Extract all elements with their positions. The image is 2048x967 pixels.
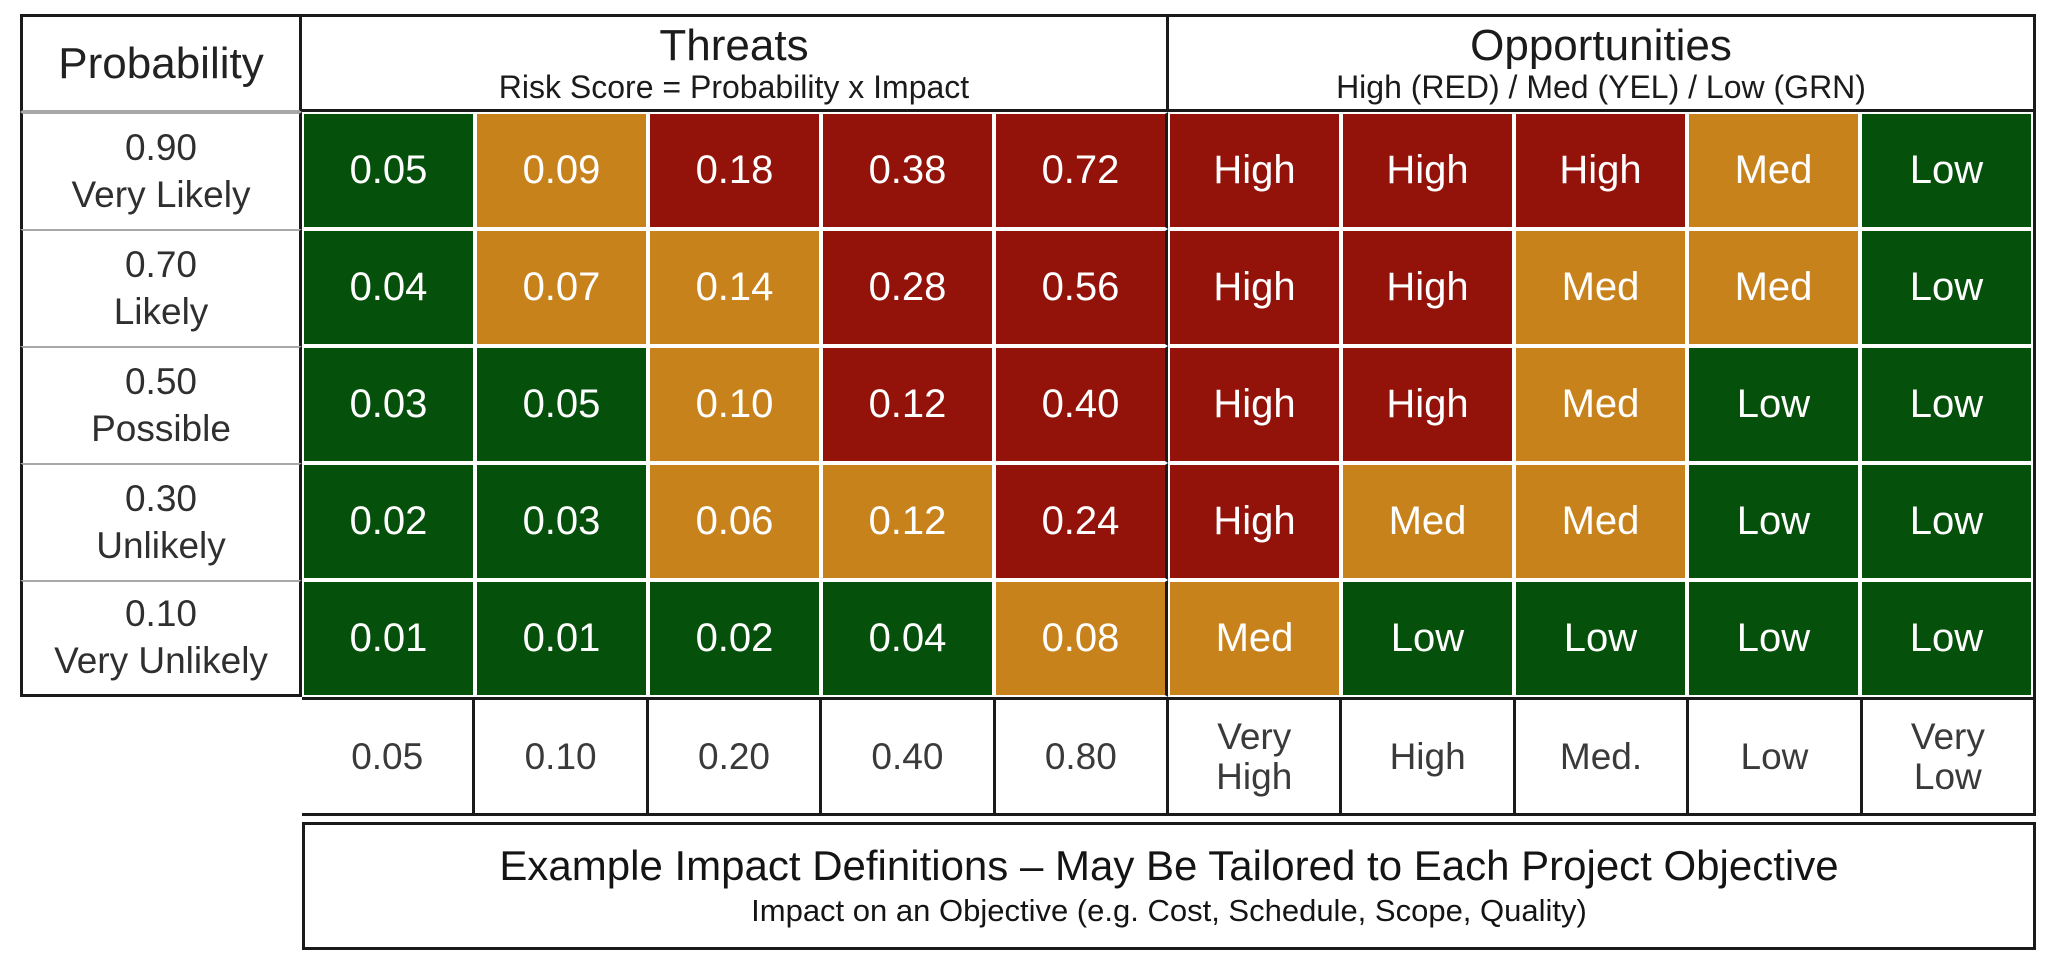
threat-cell: 0.01 xyxy=(475,580,648,697)
impact-label-cell: Med. xyxy=(1515,697,1690,816)
probability-header-cell: Probability xyxy=(20,14,302,112)
threat-cell: 0.02 xyxy=(302,463,475,580)
opportunity-cell: Med xyxy=(1687,229,1860,346)
impact-value-cell: 0.10 xyxy=(475,697,649,816)
threat-cell: 0.10 xyxy=(648,346,821,463)
impact-value-cell: 0.80 xyxy=(995,697,1170,816)
impact-definitions-note: Example Impact Definitions – May Be Tail… xyxy=(302,822,2036,950)
probability-row-label: 0.90 Very Likely xyxy=(20,112,302,229)
matrix-header-row: Probability Threats Risk Score = Probabi… xyxy=(20,14,2036,112)
matrix-row: 0.30 Unlikely 0.02 0.03 0.06 0.12 0.24 High Med M… xyxy=(20,463,2036,580)
probability-name: Likely xyxy=(113,290,209,332)
probability-value: 0.50 xyxy=(124,360,197,402)
opportunity-cell: High xyxy=(1341,346,1514,463)
threat-cell: 0.01 xyxy=(302,580,475,697)
threats-subtitle: Risk Score = Probability x Impact xyxy=(498,69,970,106)
threats-header-cell: Threats Risk Score = Probability x Impac… xyxy=(302,14,1169,112)
threat-cell: 0.40 xyxy=(994,346,1168,463)
opportunities-subtitle: High (RED) / Med (YEL) / Low (GRN) xyxy=(1336,69,1866,106)
matrix-row: 0.70 Likely 0.04 0.07 0.14 0.28 0.56 High High Me… xyxy=(20,229,2036,346)
threat-cell: 0.04 xyxy=(821,580,994,697)
opportunity-cell: High xyxy=(1168,229,1341,346)
threats-title: Threats xyxy=(659,20,809,70)
threat-cell: 0.05 xyxy=(475,346,648,463)
probability-value: 0.10 xyxy=(124,593,197,635)
impact-label-cell: High xyxy=(1342,697,1516,816)
opportunity-cell: Low xyxy=(1687,463,1860,580)
probability-impact-matrix: Probability Threats Risk Score = Probabi… xyxy=(20,14,2037,950)
threat-cell: 0.38 xyxy=(821,112,994,229)
opportunity-cell: Med xyxy=(1341,463,1514,580)
impact-label-cell: Low xyxy=(1689,697,1863,816)
opportunity-cell: High xyxy=(1341,112,1514,229)
matrix-body: 0.90 Very Likely 0.05 0.09 0.18 0.38 0.72 High H… xyxy=(20,112,2036,697)
probability-value: 0.30 xyxy=(124,477,197,519)
probability-row-label: 0.50 Possible xyxy=(20,346,302,463)
threat-cell: 0.72 xyxy=(994,112,1168,229)
probability-row-label: 0.70 Likely xyxy=(20,229,302,346)
threat-cell: 0.05 xyxy=(302,112,475,229)
opportunity-cell: Low xyxy=(1341,580,1514,697)
threat-cell: 0.07 xyxy=(475,229,648,346)
opportunity-cell: High xyxy=(1341,229,1514,346)
probability-row-label: 0.10 Very Unlikely xyxy=(20,580,302,697)
opportunity-cell: Low xyxy=(1687,346,1860,463)
impact-label-cell: Very High xyxy=(1169,697,1343,816)
threat-cell: 0.03 xyxy=(302,346,475,463)
opportunity-cell: High xyxy=(1168,112,1341,229)
threat-cell: 0.56 xyxy=(994,229,1168,346)
opportunity-cell: Low xyxy=(1860,229,2033,346)
opportunity-cell: High xyxy=(1168,346,1341,463)
threat-cell: 0.06 xyxy=(648,463,821,580)
opportunity-cell: Low xyxy=(1860,112,2033,229)
impact-scale-row: 0.05 0.10 0.20 0.40 0.80 Very High High Med. Low… xyxy=(20,697,2037,816)
impact-definitions-title: Example Impact Definitions – May Be Tail… xyxy=(499,842,1839,890)
footer-row-spacer xyxy=(20,816,302,950)
threat-cell: 0.18 xyxy=(648,112,821,229)
impact-value-cell: 0.05 xyxy=(302,697,476,816)
impact-value-cell: 0.40 xyxy=(822,697,996,816)
threat-cell: 0.12 xyxy=(821,346,994,463)
footer-row: Example Impact Definitions – May Be Tail… xyxy=(20,816,2036,950)
opportunity-cell: Low xyxy=(1860,580,2033,697)
opportunity-cell: Med xyxy=(1514,229,1687,346)
opportunity-cell: Med xyxy=(1168,580,1341,697)
opportunities-title: Opportunities xyxy=(1470,20,1732,70)
opportunities-header-cell: Opportunities High (RED) / Med (YEL) / L… xyxy=(1169,14,2036,112)
threat-cell: 0.14 xyxy=(648,229,821,346)
opportunity-cell: Med xyxy=(1514,346,1687,463)
matrix-row: 0.90 Very Likely 0.05 0.09 0.18 0.38 0.72 High H… xyxy=(20,112,2036,229)
threat-cell: 0.08 xyxy=(994,580,1168,697)
probability-value: 0.90 xyxy=(124,126,197,168)
opportunity-cell: High xyxy=(1514,112,1687,229)
opportunity-cell: Med xyxy=(1514,463,1687,580)
threat-cell: 0.24 xyxy=(994,463,1168,580)
opportunity-cell: High xyxy=(1168,463,1341,580)
opportunity-cell: Low xyxy=(1514,580,1687,697)
impact-definitions-subtitle: Impact on an Objective (e.g. Cost, Sched… xyxy=(751,892,1587,928)
probability-name: Unlikely xyxy=(96,524,226,566)
threat-cell: 0.04 xyxy=(302,229,475,346)
probability-name: Possible xyxy=(91,407,231,449)
matrix-row: 0.50 Possible 0.03 0.05 0.10 0.12 0.40 High High… xyxy=(20,346,2036,463)
matrix-row: 0.10 Very Unlikely 0.01 0.01 0.02 0.04 0.08 Med… xyxy=(20,580,2036,697)
threat-cell: 0.12 xyxy=(821,463,994,580)
probability-value: 0.70 xyxy=(124,243,197,285)
threat-cell: 0.28 xyxy=(821,229,994,346)
opportunity-cell: Low xyxy=(1860,346,2033,463)
opportunity-cell: Med xyxy=(1687,112,1860,229)
opportunity-cell: Low xyxy=(1687,580,1860,697)
impact-row-spacer xyxy=(20,697,302,816)
impact-label-cell: Very Low xyxy=(1862,697,2037,816)
impact-value-cell: 0.20 xyxy=(648,697,823,816)
probability-row-label: 0.30 Unlikely xyxy=(20,463,302,580)
opportunity-cell: Low xyxy=(1860,463,2033,580)
threat-cell: 0.03 xyxy=(475,463,648,580)
probability-header-label: Probability xyxy=(58,38,264,88)
probability-name: Very Likely xyxy=(71,173,251,215)
probability-name: Very Unlikely xyxy=(54,640,268,681)
threat-cell: 0.09 xyxy=(475,112,648,229)
threat-cell: 0.02 xyxy=(648,580,821,697)
